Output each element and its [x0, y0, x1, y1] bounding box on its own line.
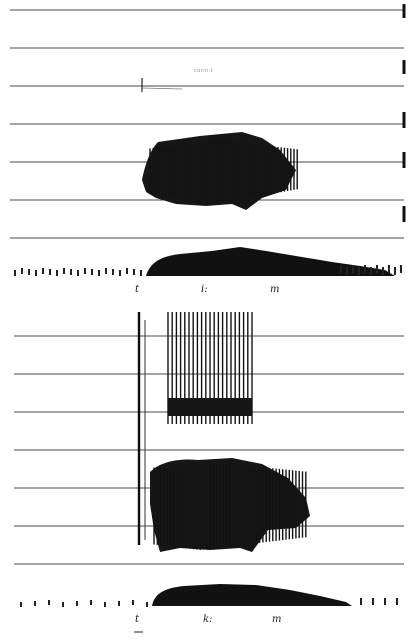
baseline-tick: [21, 268, 23, 274]
segment-label: m: [270, 284, 279, 295]
baseline-tick: [28, 269, 30, 275]
baseline-tick: [372, 598, 374, 605]
segment-label: i:: [201, 284, 208, 295]
baseline-tick: [126, 268, 128, 274]
segment-label: k:: [203, 614, 212, 625]
baseline-tick: [70, 269, 72, 275]
baseline-tick: [384, 598, 386, 605]
baseline-tick: [63, 268, 65, 274]
segment-label: t: [135, 284, 140, 295]
baseline-tick: [91, 269, 93, 275]
baseline-tick: [42, 268, 44, 274]
segment-label: t: [135, 614, 140, 625]
baseline-tick: [358, 267, 360, 275]
baseline-tick: [132, 600, 134, 605]
baseline-tick: [388, 265, 390, 273]
baseline-tick: [382, 267, 384, 275]
baseline-tick: [394, 267, 396, 275]
baseline-tick: [90, 600, 92, 605]
baseline-tick: [360, 598, 362, 605]
baseline-tick: [119, 270, 121, 276]
baseline-tick: [400, 265, 402, 273]
baseline-tick: [35, 270, 37, 276]
baseline-tick: [14, 270, 16, 276]
baseline-tick: [146, 602, 148, 607]
baseline-tick: [98, 270, 100, 276]
baseline-tick: [20, 602, 22, 607]
burst-striations: [154, 462, 306, 550]
baseline-tick: [62, 602, 64, 607]
baseline-tick: [84, 268, 86, 274]
burst-striations: [150, 140, 297, 205]
baseline-tick: [376, 265, 378, 273]
baseline-tick: [104, 602, 106, 607]
baseline-tick: [133, 269, 135, 275]
baseline-tick: [48, 600, 50, 605]
baseline-tick: [49, 269, 51, 275]
formant-burst: [142, 132, 296, 210]
formant-band: [168, 398, 252, 416]
baseline-tick: [370, 267, 372, 275]
baseline-tick: [105, 268, 107, 274]
onset-trace: [142, 88, 182, 89]
energy-envelope: [146, 247, 395, 276]
baseline-tick: [140, 270, 142, 276]
faint-label: conti.t: [194, 68, 213, 74]
lower-panel: t k: m: [20, 312, 398, 632]
baseline-tick: [34, 601, 36, 606]
baseline-tick: [76, 601, 78, 606]
baseline-tick: [118, 601, 120, 606]
baseline-tick: [112, 269, 114, 275]
baseline-tick: [396, 598, 398, 605]
energy-envelope: [152, 584, 352, 606]
baseline-tick: [77, 270, 79, 276]
baseline-tick: [56, 270, 58, 276]
segment-label: m: [272, 614, 281, 625]
baseline-tick: [346, 267, 348, 275]
baseline-tick: [352, 265, 354, 273]
baseline-tick: [340, 265, 342, 273]
upper-panel: conti.t t i: m: [14, 68, 402, 295]
baseline-tick: [364, 265, 366, 273]
